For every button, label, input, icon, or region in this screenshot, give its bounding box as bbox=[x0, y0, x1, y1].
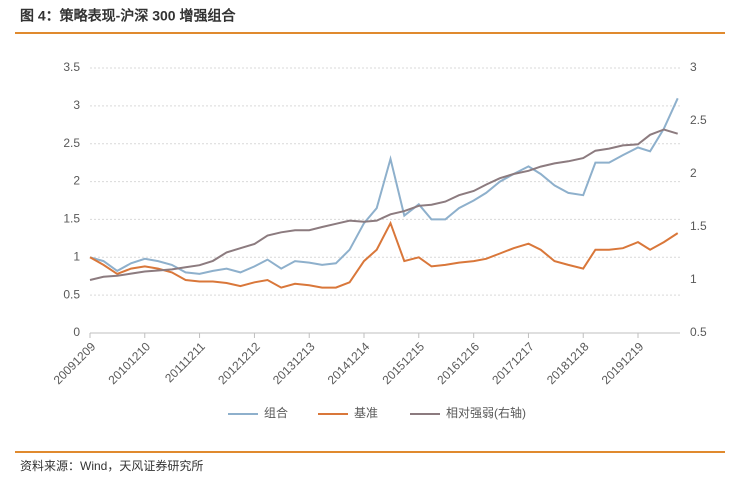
x-tick-label: 20131213 bbox=[270, 339, 318, 387]
x-tick-label: 20181218 bbox=[544, 339, 592, 387]
y-tick-label: 0.5 bbox=[63, 287, 80, 301]
y2-tick-label: 0.5 bbox=[690, 325, 707, 339]
y2-tick-label: 1.5 bbox=[690, 219, 707, 233]
line bbox=[89, 128, 678, 281]
x-tick-label: 20151215 bbox=[379, 339, 427, 387]
y-tick-label: 2.5 bbox=[63, 136, 80, 150]
y-tick-label: 2 bbox=[73, 174, 80, 188]
source: 资料来源：Wind，天风证券研究所 bbox=[20, 458, 203, 473]
chart-title: 图 4：策略表现-沪深 300 增强组合 bbox=[20, 8, 236, 24]
line bbox=[89, 97, 679, 275]
y2-tick-label: 2 bbox=[690, 166, 697, 180]
x-tick-label: 20141214 bbox=[325, 339, 373, 387]
legend-label: 相对强弱(右轴) bbox=[446, 405, 526, 420]
x-tick-label: 20191219 bbox=[599, 339, 647, 387]
x-tick-label: 20101210 bbox=[105, 339, 153, 387]
x-tick-label: 20161216 bbox=[434, 339, 482, 387]
y2-tick-label: 1 bbox=[690, 272, 697, 286]
y-tick-label: 1.5 bbox=[63, 212, 80, 226]
legend-label: 基准 bbox=[354, 406, 378, 420]
line bbox=[89, 220, 679, 289]
y2-tick-label: 2.5 bbox=[690, 113, 707, 127]
y-tick-label: 3.5 bbox=[63, 60, 80, 74]
x-tick-label: 20171217 bbox=[489, 339, 537, 387]
y2-tick-label: 3 bbox=[690, 60, 697, 74]
legend-label: 组合 bbox=[264, 405, 288, 420]
x-tick-label: 20121212 bbox=[215, 339, 263, 387]
x-tick-label: 20111211 bbox=[162, 339, 208, 385]
x-tick-label: 20091209 bbox=[51, 339, 99, 387]
y-tick-label: 0 bbox=[73, 325, 80, 339]
y-tick-label: 3 bbox=[73, 98, 80, 112]
y-tick-label: 1 bbox=[73, 249, 80, 263]
